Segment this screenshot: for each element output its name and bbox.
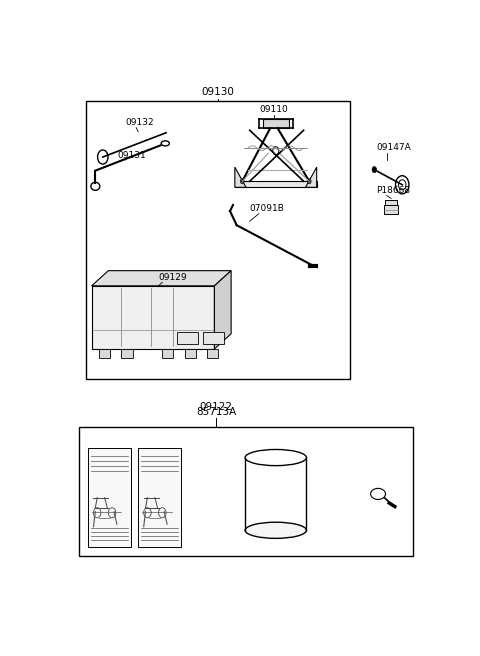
Text: 09129: 09129 <box>158 273 187 282</box>
Circle shape <box>372 167 377 173</box>
Text: 09131: 09131 <box>118 150 146 159</box>
Bar <box>79 427 413 556</box>
Polygon shape <box>92 271 231 286</box>
Polygon shape <box>305 167 317 188</box>
Bar <box>88 449 131 547</box>
Bar <box>177 333 198 344</box>
Ellipse shape <box>245 522 306 539</box>
Bar <box>203 333 224 344</box>
Text: 09132: 09132 <box>125 117 154 127</box>
Bar <box>384 205 398 214</box>
Text: 85713A: 85713A <box>196 407 236 417</box>
Polygon shape <box>215 271 231 349</box>
Bar <box>185 349 196 358</box>
Bar <box>385 200 397 205</box>
Bar <box>92 286 215 349</box>
Text: 09122: 09122 <box>200 401 233 411</box>
Bar <box>162 349 173 358</box>
Bar <box>207 349 218 358</box>
Bar <box>99 349 110 358</box>
Text: 09147A: 09147A <box>376 143 411 152</box>
Polygon shape <box>263 119 289 128</box>
Text: 09110: 09110 <box>259 105 288 114</box>
Text: 09130: 09130 <box>202 87 235 97</box>
Bar <box>138 449 181 547</box>
Circle shape <box>307 178 311 184</box>
Bar <box>121 349 132 358</box>
Polygon shape <box>235 167 246 188</box>
Polygon shape <box>235 181 317 188</box>
Text: P18668: P18668 <box>376 186 410 195</box>
Ellipse shape <box>245 449 306 466</box>
Circle shape <box>240 178 244 184</box>
Bar <box>86 102 350 379</box>
Text: 07091B: 07091B <box>250 203 285 213</box>
